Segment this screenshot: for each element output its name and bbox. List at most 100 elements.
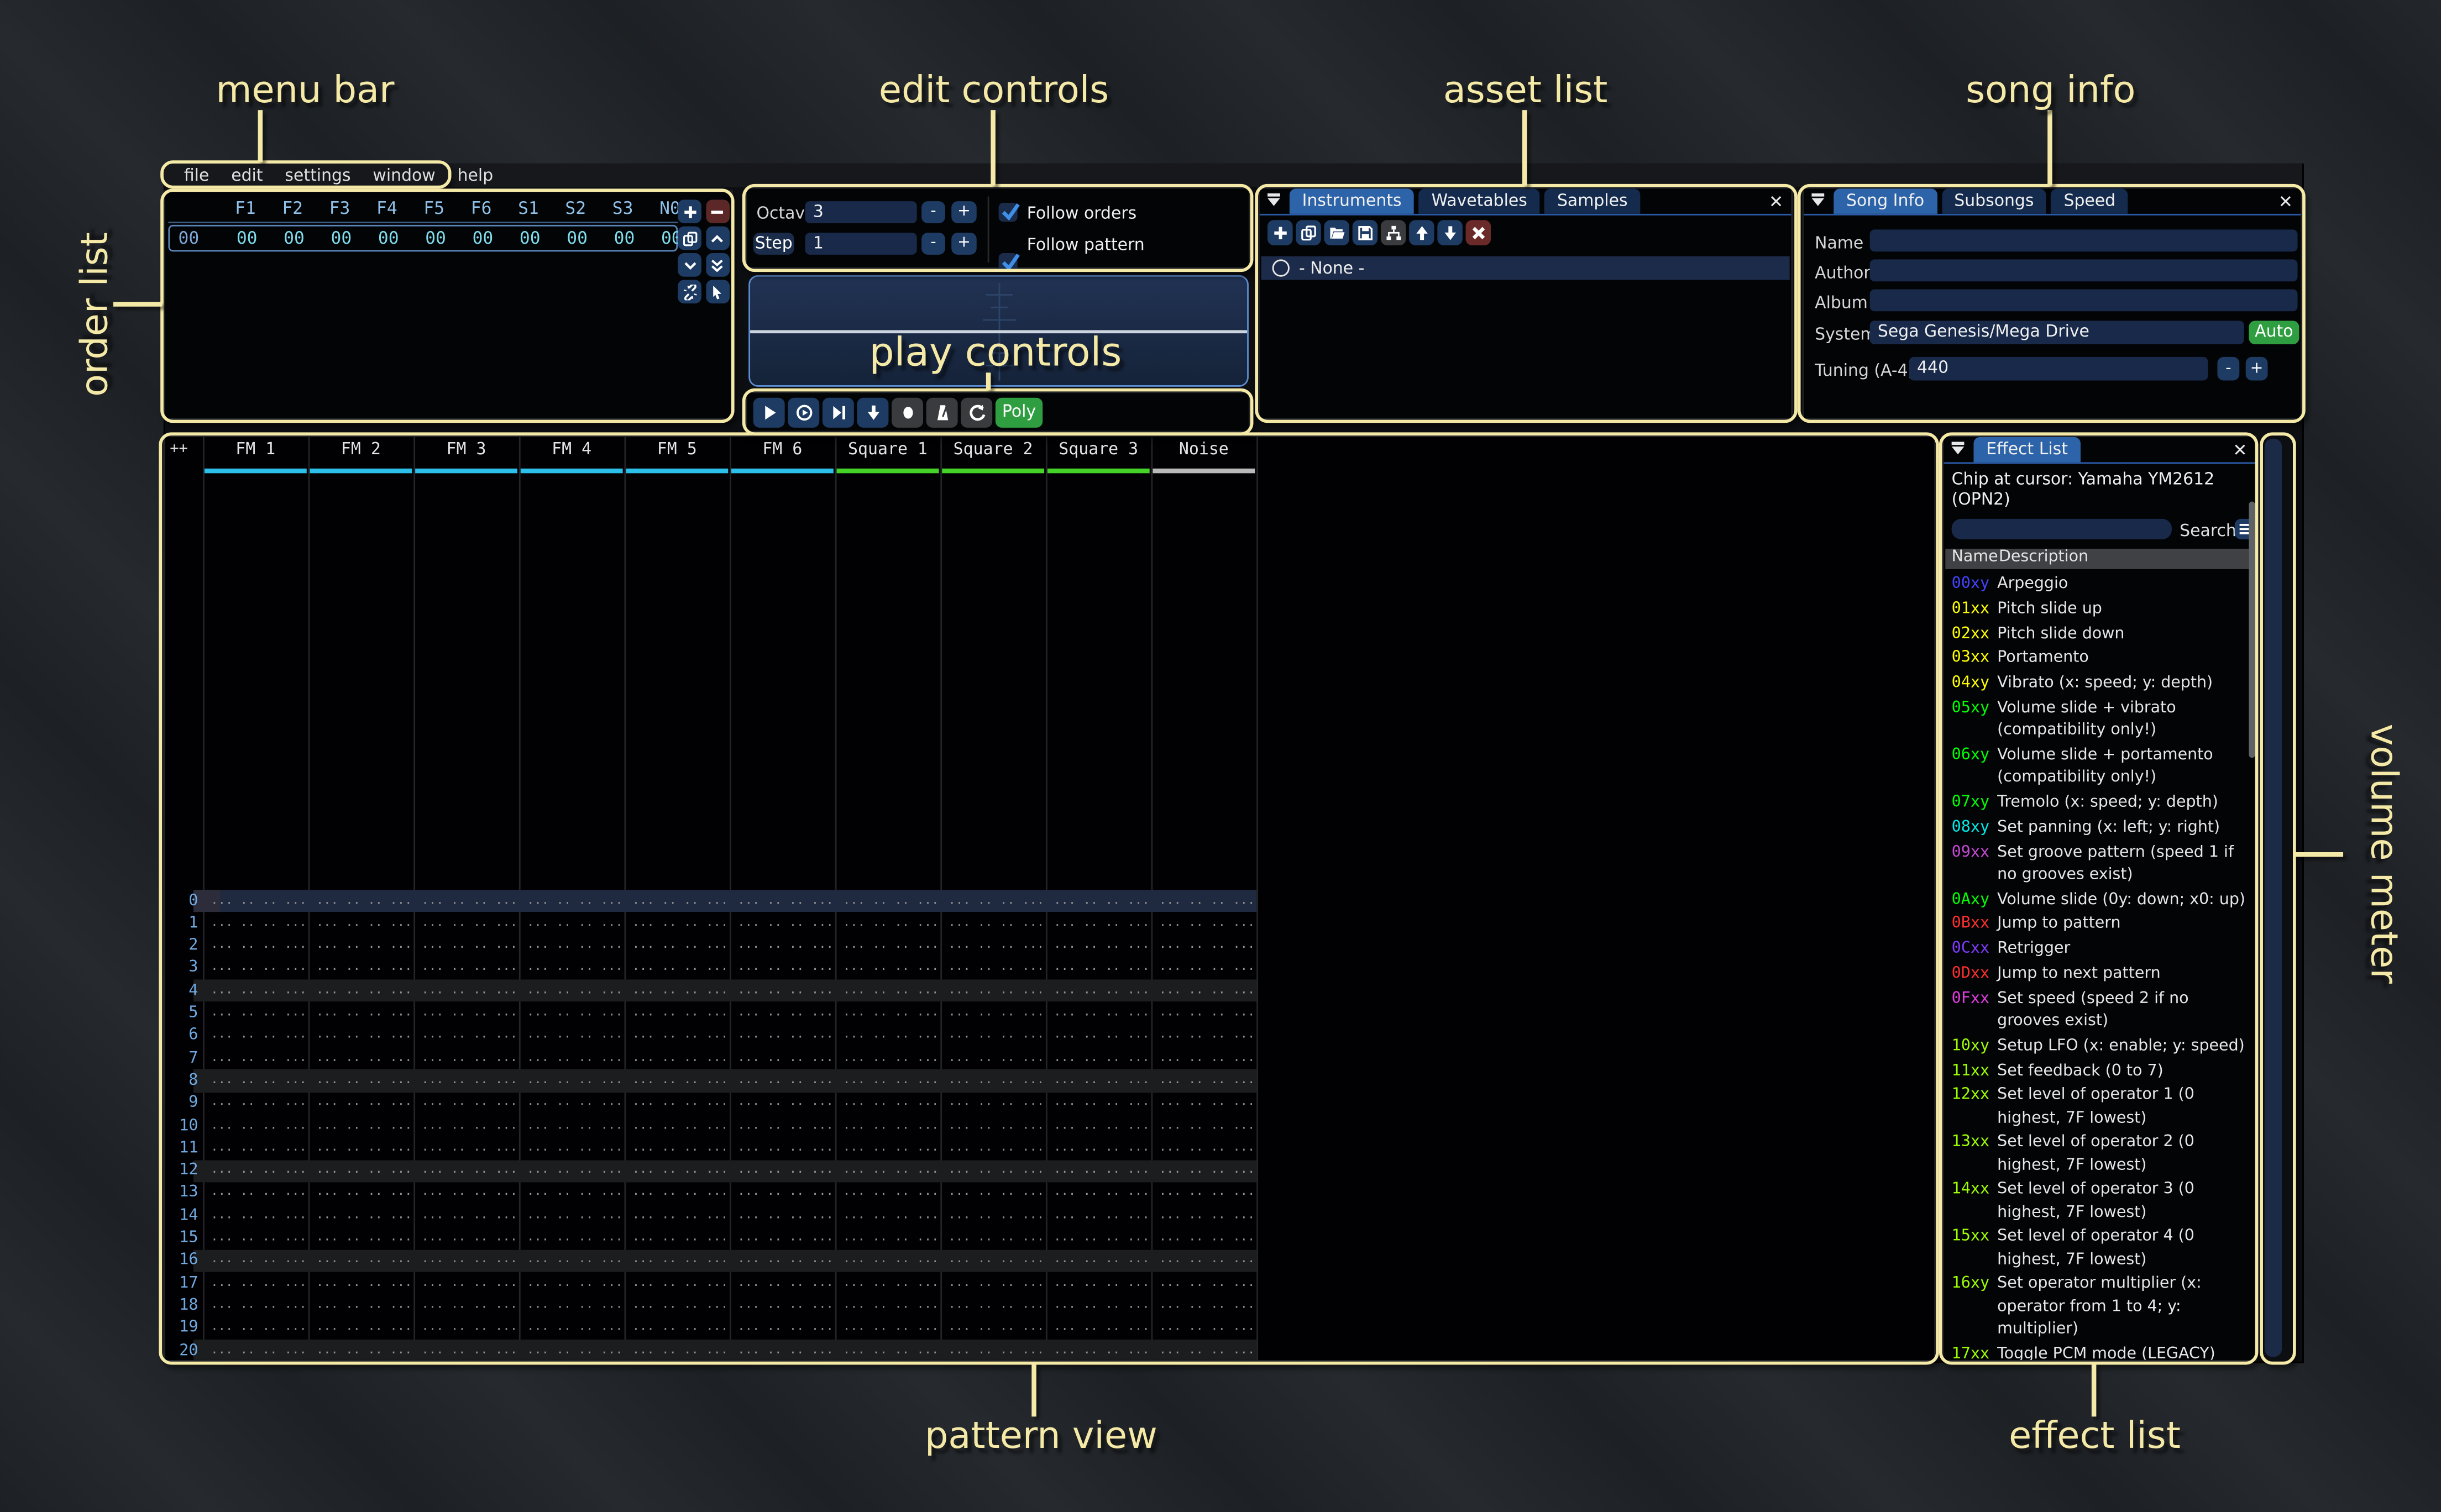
pattern-cell[interactable]: ··· ·· ·· ····	[316, 985, 414, 1000]
pattern-cell[interactable]: ··· ·· ·· ····	[1159, 1277, 1257, 1292]
pattern-cell[interactable]: ··· ·· ·· ····	[421, 1030, 519, 1044]
pattern-cell[interactable]: ··· ·· ·· ····	[421, 963, 519, 977]
pattern-cell[interactable]: ··· ·· ·· ····	[527, 1120, 625, 1135]
channel-header-square-1[interactable]: Square 1	[848, 440, 928, 459]
pattern-cell[interactable]: ··· ·· ·· ····	[1054, 940, 1151, 955]
pattern-cell[interactable]: ··· ·· ·· ····	[527, 1188, 625, 1202]
pattern-cell[interactable]: ··· ·· ·· ····	[316, 1188, 414, 1202]
album-input[interactable]	[1869, 289, 2298, 312]
pattern-cell[interactable]: ··· ·· ·· ····	[1054, 1120, 1151, 1135]
order-row[interactable]: 00 00 00 00 00 00 00 00 00 00 00	[168, 224, 682, 252]
step-minus-button[interactable]: -	[921, 233, 945, 255]
pattern-cell[interactable]: ··· ·· ·· ····	[632, 1232, 730, 1247]
pattern-cursor-cell[interactable]	[193, 890, 221, 912]
pattern-cell[interactable]: ··· ·· ·· ····	[632, 1300, 730, 1315]
pattern-cell[interactable]: ··· ·· ·· ····	[1054, 1142, 1151, 1157]
order-edit-mode-button[interactable]	[705, 280, 729, 304]
pattern-cell[interactable]: ··· ·· ·· ····	[1054, 1255, 1151, 1269]
pattern-cell[interactable]: ··· ·· ·· ····	[1054, 1210, 1151, 1225]
pattern-cell[interactable]: ··· ·· ·· ····	[527, 1300, 625, 1315]
close-icon[interactable]: ✕	[2233, 440, 2248, 461]
pattern-cell[interactable]: ··· ·· ·· ····	[737, 1210, 835, 1225]
pattern-cell[interactable]: ··· ·· ·· ····	[421, 1322, 519, 1337]
pattern-cell[interactable]: ··· ·· ·· ····	[948, 1300, 1046, 1315]
pattern-cell[interactable]: ··· ·· ·· ····	[421, 1188, 519, 1202]
pattern-cell[interactable]: ··· ·· ·· ····	[842, 1277, 941, 1292]
pattern-cell[interactable]: ··· ·· ·· ····	[1054, 1345, 1151, 1359]
duplicate-asset-button[interactable]	[1296, 220, 1321, 245]
pattern-cell[interactable]: ··· ·· ·· ····	[527, 917, 625, 932]
effect-list-scrollbar[interactable]	[2248, 501, 2255, 758]
system-input[interactable]: Sega Genesis/Mega Drive	[1869, 321, 2244, 345]
step-button[interactable]: Step	[753, 233, 794, 255]
pattern-cell[interactable]: ··· ·· ·· ····	[842, 895, 941, 910]
pattern-cell[interactable]: ··· ·· ·· ····	[632, 1098, 730, 1112]
pattern-cell[interactable]: ··· ·· ·· ····	[421, 1052, 519, 1067]
pattern-cell[interactable]: ··· ·· ·· ····	[1054, 963, 1151, 977]
effect-search-input[interactable]	[1951, 518, 2172, 539]
pattern-cell[interactable]: ··· ·· ·· ····	[1159, 985, 1257, 1000]
pattern-cell[interactable]: ··· ·· ·· ····	[737, 1142, 835, 1157]
pattern-cell[interactable]: ··· ·· ·· ····	[211, 917, 308, 932]
pattern-cell[interactable]: ··· ·· ·· ····	[948, 1075, 1046, 1090]
order-cell[interactable]: 00	[236, 228, 258, 249]
octave-input[interactable]: 3	[805, 201, 917, 223]
pattern-cell[interactable]: ··· ·· ·· ····	[632, 1120, 730, 1135]
pattern-cell[interactable]: ··· ·· ·· ····	[421, 1232, 519, 1247]
order-cell[interactable]: 00	[284, 228, 305, 249]
channel-header-fm-3[interactable]: FM 3	[446, 440, 486, 459]
pattern-cell[interactable]: ··· ·· ·· ····	[737, 985, 835, 1000]
tab-samples[interactable]: Samples	[1544, 188, 1641, 214]
instrument-list-item[interactable]: - None -	[1261, 256, 1790, 280]
add-order-button[interactable]	[678, 200, 701, 223]
menu-item-window[interactable]: window	[373, 166, 436, 185]
pattern-cell[interactable]: ··· ·· ·· ····	[527, 1098, 625, 1112]
move-asset-down-button[interactable]	[1437, 220, 1463, 245]
pattern-cell[interactable]: ··· ·· ·· ····	[211, 985, 308, 1000]
pattern-cell[interactable]: ··· ·· ·· ····	[527, 1210, 625, 1225]
pattern-cell[interactable]: ··· ·· ·· ····	[1054, 1232, 1151, 1247]
pattern-cell[interactable]: ··· ·· ·· ····	[632, 963, 730, 977]
pattern-cell[interactable]: ··· ·· ·· ····	[1159, 1030, 1257, 1044]
pattern-cell[interactable]: ··· ·· ·· ····	[737, 1345, 835, 1359]
pattern-cell[interactable]: ··· ·· ·· ····	[1054, 1007, 1151, 1022]
pattern-cell[interactable]: ··· ·· ·· ····	[527, 1255, 625, 1269]
pattern-cell[interactable]: ··· ·· ·· ····	[316, 940, 414, 955]
pattern-cell[interactable]: ··· ·· ·· ····	[632, 1030, 730, 1044]
close-icon[interactable]: ✕	[2278, 192, 2293, 213]
pattern-cell[interactable]: ··· ·· ·· ····	[948, 1030, 1046, 1044]
pattern-cell[interactable]: ··· ·· ·· ····	[948, 1120, 1046, 1135]
pattern-cell[interactable]: ··· ·· ·· ····	[211, 1188, 308, 1202]
pattern-cell[interactable]: ··· ·· ·· ····	[632, 1255, 730, 1269]
pattern-cell[interactable]: ··· ·· ·· ····	[842, 1098, 941, 1112]
pattern-cell[interactable]: ··· ·· ·· ····	[211, 1322, 308, 1337]
pattern-cell[interactable]: ··· ·· ·· ····	[211, 940, 308, 955]
pattern-cell[interactable]: ··· ·· ·· ····	[842, 1075, 941, 1090]
tab-song-info[interactable]: Song Info	[1834, 188, 1937, 214]
pattern-cell[interactable]: ··· ·· ·· ····	[737, 1007, 835, 1022]
pattern-cell[interactable]: ··· ·· ·· ····	[1159, 1052, 1257, 1067]
pattern-cell[interactable]: ··· ·· ·· ····	[737, 940, 835, 955]
pattern-cell[interactable]: ··· ·· ·· ····	[1054, 1188, 1151, 1202]
pattern-cell[interactable]: ··· ·· ·· ····	[842, 1030, 941, 1044]
poly-button[interactable]: Poly	[995, 397, 1043, 427]
pattern-cell[interactable]: ··· ·· ·· ····	[737, 1075, 835, 1090]
tuning-input[interactable]: 440	[1909, 356, 2208, 381]
pattern-cell[interactable]: ··· ·· ·· ····	[211, 1007, 308, 1022]
pattern-cell[interactable]: ··· ·· ·· ····	[1054, 1098, 1151, 1112]
pattern-cell[interactable]: ··· ·· ·· ····	[1159, 1120, 1257, 1135]
pattern-cell[interactable]: ··· ·· ·· ····	[316, 1322, 414, 1337]
pattern-cell[interactable]: ··· ·· ·· ····	[842, 917, 941, 932]
play-one-row-button[interactable]	[822, 397, 854, 427]
pattern-cell[interactable]: ··· ·· ·· ····	[421, 1345, 519, 1359]
octave-minus-button[interactable]: -	[921, 201, 945, 223]
tab-subsongs[interactable]: Subsongs	[1941, 188, 2047, 214]
pattern-cell[interactable]: ··· ·· ·· ····	[1159, 1165, 1257, 1180]
pattern-cell[interactable]: ··· ·· ·· ····	[1159, 917, 1257, 932]
pattern-cell[interactable]: ··· ·· ·· ····	[316, 1030, 414, 1044]
pattern-cell[interactable]: ··· ·· ·· ····	[316, 1345, 414, 1359]
pattern-cell[interactable]: ··· ·· ·· ····	[948, 1255, 1046, 1269]
pattern-cell[interactable]: ··· ·· ·· ····	[948, 1165, 1046, 1180]
collapse-icon[interactable]	[1810, 193, 1826, 209]
pattern-cell[interactable]: ··· ·· ·· ····	[842, 1120, 941, 1135]
